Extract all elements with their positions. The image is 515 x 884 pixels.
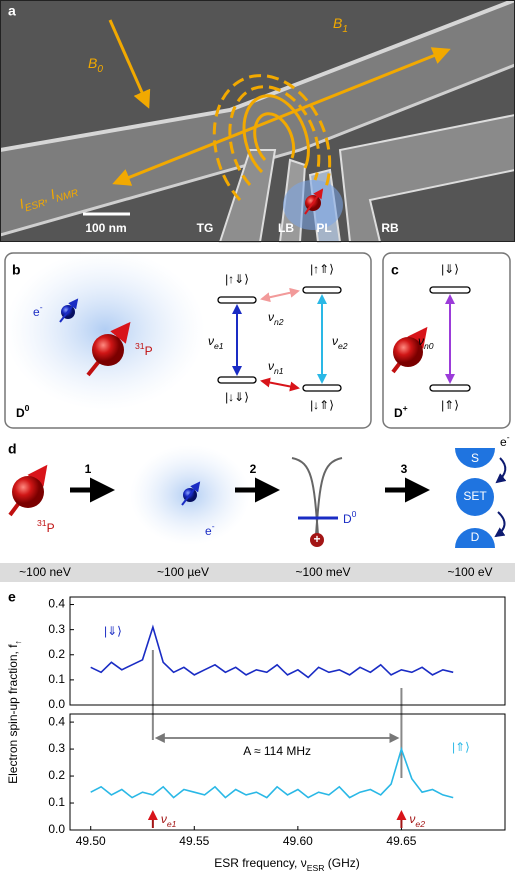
level-label: |⇓⟩ — [441, 262, 459, 276]
potential-well — [292, 458, 342, 535]
panel-label: b — [12, 262, 21, 278]
level — [430, 287, 470, 293]
scale-bar-label: 100 nm — [85, 221, 126, 235]
transition-label-part: n0 — [424, 341, 434, 351]
energy-label: ~100 meV — [295, 565, 350, 579]
electron-label: e- — [500, 432, 510, 449]
panel-label: d — [8, 441, 17, 457]
y-tick-label: 0.1 — [48, 672, 65, 686]
transition-label-part: n1 — [274, 366, 284, 376]
nucleus-label-part: P — [47, 521, 55, 535]
level-label: |↑⇓⟩ — [225, 272, 249, 286]
y-axis-label: Electron spin-up fraction, f↑ — [6, 640, 23, 784]
figure: + aB0B1IESR, INMR100 nmTGLBPLRBbe-31PD0|… — [0, 0, 515, 879]
legend-label: |⇓⟩ — [104, 624, 122, 638]
resonance-label: νe1 — [161, 812, 177, 829]
sem-image — [0, 0, 515, 242]
step-label: 1 — [85, 462, 92, 476]
panel-label: e — [8, 589, 16, 605]
transition-label-part: e2 — [338, 341, 348, 351]
b1-label-part: 1 — [342, 24, 348, 35]
y-tick-label: 0.2 — [48, 768, 65, 782]
level-label: |⇑⟩ — [441, 398, 459, 412]
plot-frame — [70, 714, 505, 830]
transition-label-part: n2 — [274, 317, 284, 327]
y-tick-label: 0.1 — [48, 795, 65, 809]
x-tick-label: 49.55 — [179, 834, 209, 848]
level — [218, 377, 256, 383]
level — [303, 385, 341, 391]
set-label: S — [471, 451, 479, 465]
energy-label: ~100 eV — [447, 565, 492, 579]
gate-label: LB — [278, 221, 294, 235]
electron-cloud — [5, 250, 205, 410]
transition-label-part: e1 — [214, 341, 224, 351]
tunnel-arrow — [496, 512, 505, 536]
state-label-part: D — [394, 406, 403, 420]
panel-label: c — [391, 262, 399, 278]
energy-label: ~100 neV — [19, 565, 71, 579]
tunnel-arrow — [497, 458, 505, 482]
y-tick-label: 0.0 — [48, 697, 65, 711]
level-label: |↓⇑⟩ — [310, 398, 334, 412]
y-axis-label-part: Electron spin-up fraction, f — [6, 644, 20, 784]
nucleus-label-part: 31 — [37, 518, 47, 528]
plot-frame — [70, 597, 505, 705]
level — [303, 287, 341, 293]
b1-label-part: B — [333, 15, 342, 31]
b0-label-part: 0 — [97, 64, 103, 75]
nucleus — [92, 334, 124, 366]
nucleus-label-part: P — [145, 344, 153, 358]
plus-sign: + — [313, 532, 320, 546]
x-tick-label: 49.50 — [76, 834, 106, 848]
y-tick-label: 0.2 — [48, 647, 65, 661]
set-label: D — [471, 530, 480, 544]
set-label: SET — [463, 489, 487, 503]
b0-label-part: B — [88, 55, 97, 71]
energy-label: ~100 µeV — [157, 565, 209, 579]
x-axis-label-part: ESR frequency, ν — [214, 856, 306, 870]
y-tick-label: 0.4 — [48, 597, 65, 611]
x-axis-label-part: (GHz) — [324, 856, 359, 870]
panel-label: a — [8, 3, 16, 19]
level-label: |↑⇑⟩ — [310, 262, 334, 276]
y-tick-label: 0.3 — [48, 741, 65, 755]
nucleus — [12, 476, 44, 508]
gate-label: RB — [381, 221, 399, 235]
y-tick-label: 0.4 — [48, 714, 65, 728]
electron-label-part: - — [507, 432, 510, 442]
donor-label-part: 0 — [352, 509, 357, 519]
page: { "panel_a": {"label": "a", "b0": [{"tex… — [0, 0, 515, 879]
nucleus-label: 31P — [37, 518, 55, 535]
resonance-label-part: e2 — [415, 819, 425, 829]
nucleus-label-part: 31 — [135, 341, 145, 351]
y-tick-label: 0.3 — [48, 622, 65, 636]
donor-label: D0 — [343, 509, 357, 526]
state-label-part: 0 — [25, 403, 30, 413]
donor-label-part: D — [343, 512, 352, 526]
x-tick-label: 49.65 — [386, 834, 416, 848]
y-tick-label: 0.0 — [48, 822, 65, 836]
level — [430, 385, 470, 391]
gate-label: PL — [316, 221, 331, 235]
electron-label-part: - — [212, 521, 215, 531]
data-line — [91, 627, 454, 677]
resonance-label-part: e1 — [167, 819, 177, 829]
electron-label-part: - — [40, 302, 43, 312]
y-axis-label-part: ↑ — [13, 640, 23, 644]
energy-bar — [0, 563, 515, 582]
x-tick-label: 49.60 — [283, 834, 313, 848]
gate-label: TG — [197, 221, 214, 235]
x-axis-label: ESR frequency, νESR (GHz) — [214, 856, 360, 873]
level-label: |↓⇓⟩ — [225, 390, 249, 404]
step-label: 3 — [401, 462, 408, 476]
level — [218, 297, 256, 303]
state-label-part: + — [403, 403, 408, 413]
legend-label: |⇑⟩ — [452, 740, 470, 754]
state-label-part: D — [16, 406, 25, 420]
hyperfine-label: A ≈ 114 MHz — [243, 744, 311, 758]
x-axis-label-part: ESR — [307, 863, 325, 873]
resonance-label: νe2 — [409, 812, 425, 829]
step-label: 2 — [250, 462, 257, 476]
